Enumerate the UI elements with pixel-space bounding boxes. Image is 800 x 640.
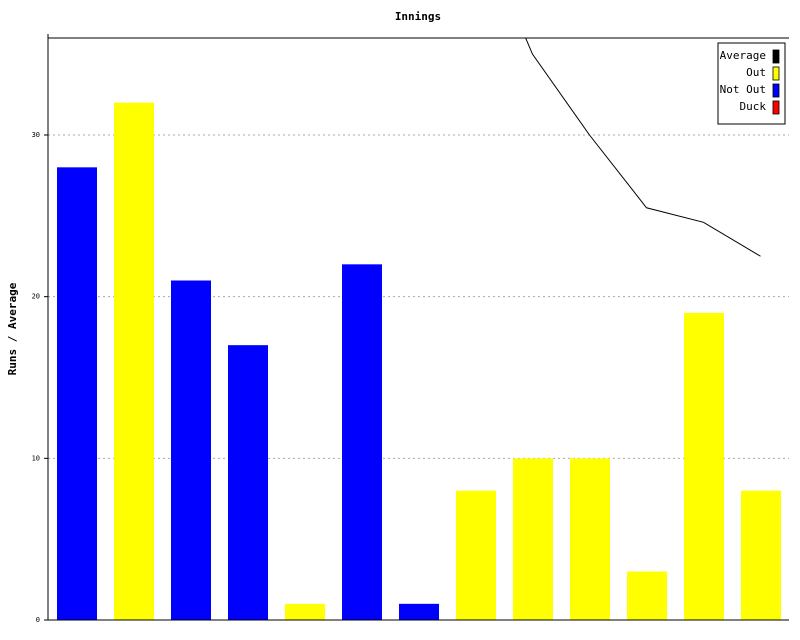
bar bbox=[684, 312, 724, 620]
chart-title: Innings bbox=[395, 10, 441, 23]
bar bbox=[741, 490, 781, 620]
bar bbox=[399, 603, 439, 620]
bar bbox=[285, 603, 325, 620]
bar bbox=[456, 490, 496, 620]
bar bbox=[57, 167, 97, 621]
legend-label: Not Out bbox=[720, 83, 766, 96]
legend-label: Duck bbox=[740, 100, 767, 113]
y-tick-label: 0 bbox=[36, 616, 40, 624]
legend-label: Out bbox=[746, 66, 766, 79]
line-clip bbox=[525, 38, 761, 257]
bar bbox=[171, 280, 211, 620]
legend-swatch bbox=[772, 49, 780, 64]
bar bbox=[570, 458, 610, 620]
bar bbox=[228, 345, 268, 620]
bar bbox=[114, 102, 154, 620]
legend-swatch bbox=[772, 83, 780, 98]
bar bbox=[513, 458, 553, 620]
legend-swatch bbox=[772, 66, 780, 81]
average-line bbox=[525, 38, 761, 257]
bar bbox=[627, 571, 667, 620]
y-axis-label: Runs / Average bbox=[6, 282, 19, 375]
bar bbox=[342, 264, 382, 620]
y-tick-label: 30 bbox=[32, 131, 40, 139]
y-tick-label: 10 bbox=[32, 454, 40, 462]
legend-swatch bbox=[772, 100, 780, 115]
y-tick-label: 20 bbox=[32, 293, 40, 301]
legend-label: Average bbox=[720, 49, 766, 62]
